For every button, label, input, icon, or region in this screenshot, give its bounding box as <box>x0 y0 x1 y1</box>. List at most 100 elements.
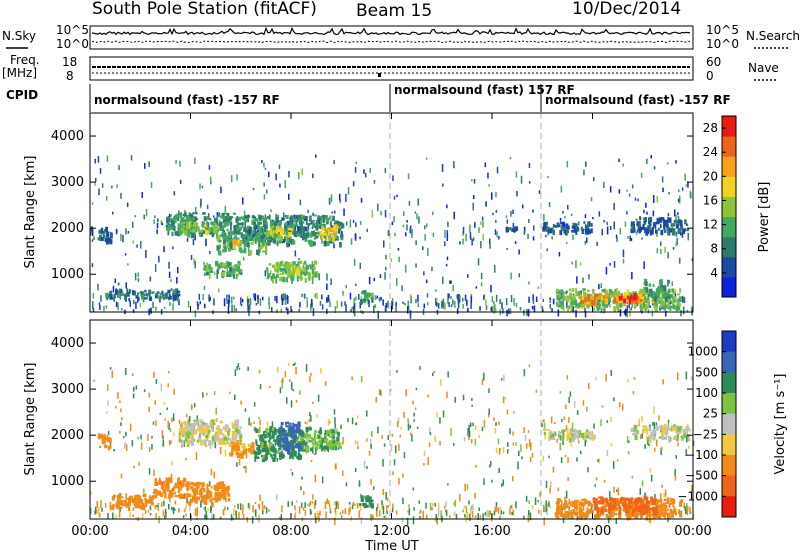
data-cell <box>291 263 294 270</box>
data-cell <box>658 227 660 231</box>
data-cell <box>290 451 293 455</box>
data-speck <box>593 514 596 521</box>
data-speck <box>382 506 385 515</box>
data-speck <box>601 405 604 408</box>
data-cell <box>559 221 562 225</box>
data-speck <box>480 272 483 280</box>
data-cell <box>660 229 664 236</box>
data-speck <box>464 514 466 518</box>
data-speck <box>414 407 417 410</box>
data-cell <box>582 435 586 441</box>
data-speck <box>356 440 359 446</box>
data-cell <box>685 223 688 226</box>
data-cell <box>290 445 292 450</box>
data-speck <box>339 193 341 201</box>
data-speck <box>570 443 573 447</box>
data-cell <box>212 429 215 433</box>
data-cell <box>584 513 586 518</box>
data-cell <box>677 426 681 432</box>
data-cell <box>643 302 646 307</box>
data-speck <box>452 299 454 305</box>
data-cell <box>137 496 141 498</box>
data-speck <box>342 470 344 476</box>
data-speck <box>406 220 408 223</box>
data-speck <box>236 366 238 371</box>
data-speck <box>470 422 472 427</box>
data-speck <box>116 184 118 188</box>
data-speck <box>584 241 587 245</box>
data-speck <box>172 246 174 250</box>
data-speck <box>491 192 493 200</box>
data-speck <box>125 444 128 451</box>
data-speck <box>317 394 320 402</box>
data-speck <box>373 486 375 490</box>
data-cell <box>190 224 193 230</box>
data-speck <box>535 389 538 393</box>
data-cell <box>562 227 565 232</box>
data-cell <box>162 296 165 301</box>
data-speck <box>208 481 211 487</box>
power-ylabel: Slant Range [km] <box>23 156 38 269</box>
data-speck <box>496 166 499 174</box>
data-speck <box>478 434 480 438</box>
data-speck <box>474 515 477 519</box>
data-cell <box>254 218 258 222</box>
data-cell <box>155 292 158 297</box>
data-cell <box>276 428 278 433</box>
data-cell <box>638 220 641 226</box>
data-cell <box>194 496 198 502</box>
data-cell <box>282 267 286 271</box>
data-cell <box>215 260 219 267</box>
data-cell <box>278 432 281 436</box>
data-cell <box>278 227 282 233</box>
y-tick-label: 1000 <box>51 267 84 282</box>
data-cell <box>653 293 658 298</box>
data-cell <box>142 291 145 296</box>
data-cell <box>185 214 188 221</box>
data-cell <box>274 268 279 273</box>
data-speck <box>462 394 465 401</box>
data-speck <box>318 273 320 281</box>
data-cell <box>203 221 206 225</box>
data-cell <box>643 220 646 224</box>
data-cell <box>571 514 574 520</box>
data-speck <box>121 417 123 421</box>
data-speck <box>159 412 162 415</box>
data-speck <box>440 379 442 386</box>
data-cell <box>657 504 660 511</box>
data-speck <box>542 419 545 423</box>
data-speck <box>564 454 567 458</box>
data-speck <box>160 220 163 225</box>
data-speck <box>495 447 498 454</box>
data-speck <box>289 220 292 226</box>
data-speck <box>582 277 584 284</box>
data-cell <box>292 230 296 235</box>
data-cell <box>613 502 616 507</box>
data-cell <box>303 218 307 221</box>
data-speck <box>113 448 115 452</box>
data-speck <box>262 505 264 511</box>
data-speck <box>660 493 662 501</box>
data-speck <box>564 216 566 219</box>
data-cell <box>197 496 200 501</box>
data-cell <box>579 509 581 514</box>
data-cell <box>644 425 648 429</box>
data-cell <box>196 484 200 488</box>
data-speck <box>345 304 347 312</box>
data-speck <box>118 510 121 518</box>
data-cell <box>193 422 196 428</box>
data-cell <box>149 495 151 500</box>
data-speck <box>282 293 285 301</box>
data-cell <box>104 238 108 242</box>
data-cell <box>333 440 335 444</box>
data-speck <box>549 304 551 309</box>
data-speck <box>628 193 631 197</box>
data-cell <box>558 223 561 227</box>
data-cell <box>366 497 370 502</box>
data-cell <box>674 512 677 516</box>
data-speck <box>299 302 301 308</box>
data-speck <box>277 366 279 373</box>
data-speck <box>493 510 496 516</box>
data-speck <box>585 161 587 167</box>
data-cell <box>307 434 312 439</box>
